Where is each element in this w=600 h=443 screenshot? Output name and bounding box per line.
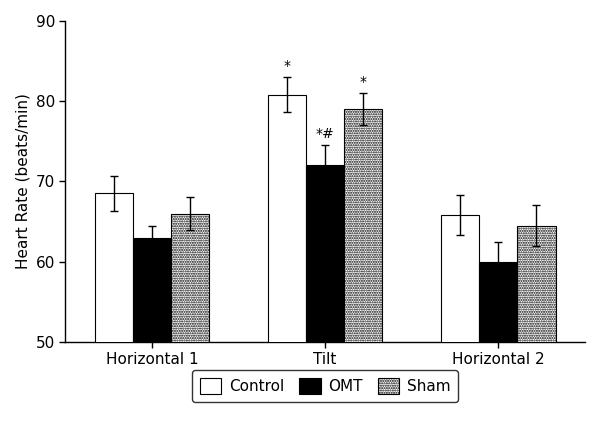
Text: *: * (284, 59, 290, 73)
Bar (479, 262, 517, 443)
Y-axis label: Heart Rate (beats/min): Heart Rate (beats/min) (15, 93, 30, 269)
Bar (517, 225, 556, 443)
Bar (133, 237, 171, 443)
Bar (268, 95, 306, 443)
Text: *: * (360, 75, 367, 89)
Bar (441, 215, 479, 443)
Bar (95, 194, 133, 443)
Legend: Control, OMT, Sham: Control, OMT, Sham (192, 370, 458, 402)
Bar (306, 165, 344, 443)
Bar (344, 109, 382, 443)
Text: *#: *# (316, 127, 335, 141)
Bar (171, 214, 209, 443)
